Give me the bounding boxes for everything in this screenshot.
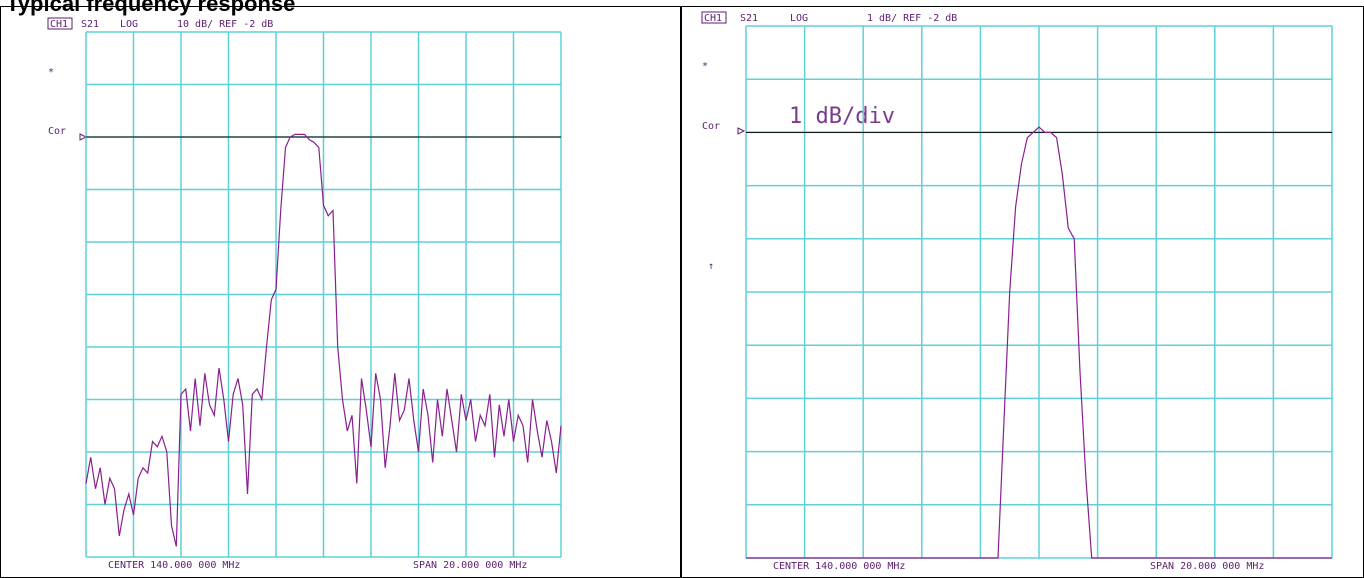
chart-panel-left: CH1 S21 LOG 10 dB/ REF -2 dB * Cor CENTE… bbox=[1, 7, 681, 577]
parameter-label: S21 bbox=[81, 19, 99, 30]
arrow-up-icon: ↑ bbox=[708, 261, 714, 272]
chart-panel-right: CH1 S21 LOG 1 dB/ REF -2 dB * Cor ↑ 1 dB… bbox=[682, 7, 1362, 577]
footer-span: SPAN 20.000 000 MHz bbox=[1150, 561, 1264, 572]
channel-box bbox=[47, 17, 73, 30]
trace-s21 bbox=[746, 126, 1332, 559]
footer-span: SPAN 20.000 000 MHz bbox=[413, 560, 527, 571]
ref-marker-icon bbox=[79, 133, 88, 141]
cor-label: Cor bbox=[48, 126, 66, 137]
big-scale-label: 1 dB/div bbox=[789, 104, 895, 129]
format-label: LOG bbox=[790, 13, 808, 24]
grid-left bbox=[85, 31, 562, 558]
cor-label: Cor bbox=[702, 121, 720, 132]
channel-box bbox=[701, 11, 727, 24]
chart-right-svg: CH1 S21 LOG 1 dB/ REF -2 dB * Cor ↑ 1 dB… bbox=[701, 11, 1333, 572]
footer-center: CENTER 140.000 000 MHz bbox=[108, 560, 240, 571]
scale-label: 1 dB/ REF -2 dB bbox=[867, 13, 957, 24]
footer-center: CENTER 140.000 000 MHz bbox=[773, 561, 905, 572]
channel-label: CH1 bbox=[704, 13, 722, 24]
scale-label: 10 dB/ REF -2 dB bbox=[177, 19, 273, 30]
parameter-label: S21 bbox=[740, 13, 758, 24]
page-heading: Typical frequency response bbox=[6, 0, 296, 16]
trace-s21 bbox=[85, 133, 562, 547]
format-label: LOG bbox=[120, 19, 138, 30]
chart-left-svg: CH1 S21 LOG 10 dB/ REF -2 dB * Cor CENTE… bbox=[47, 17, 562, 571]
panel-divider bbox=[680, 6, 682, 578]
star-marker: * bbox=[48, 67, 54, 78]
ref-marker-icon bbox=[737, 127, 746, 135]
star-marker: * bbox=[702, 61, 708, 72]
channel-label: CH1 bbox=[50, 19, 68, 30]
